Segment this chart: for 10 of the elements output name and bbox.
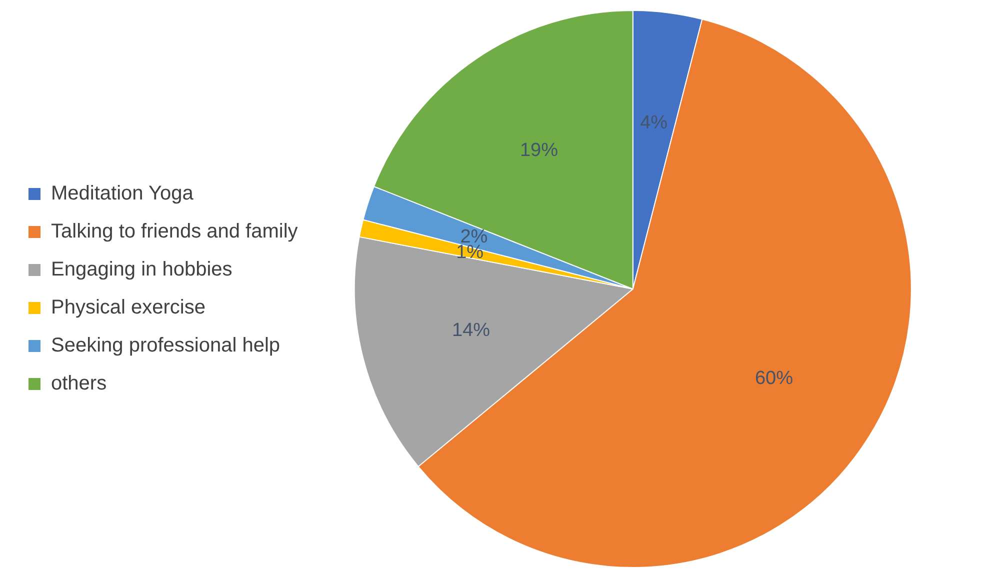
legend-label: others <box>51 372 107 395</box>
legend-label: Physical exercise <box>51 296 206 319</box>
legend-label: Meditation Yoga <box>51 182 194 205</box>
data-label: 60% <box>754 368 794 389</box>
legend-label: Talking to friends and family <box>51 220 298 243</box>
legend-label: Engaging in hobbies <box>51 258 232 281</box>
data-label: 19% <box>520 140 558 162</box>
data-label: 14% <box>452 320 490 341</box>
data-label: 4% <box>640 112 668 134</box>
legend-label: Seeking professional help <box>51 334 280 357</box>
